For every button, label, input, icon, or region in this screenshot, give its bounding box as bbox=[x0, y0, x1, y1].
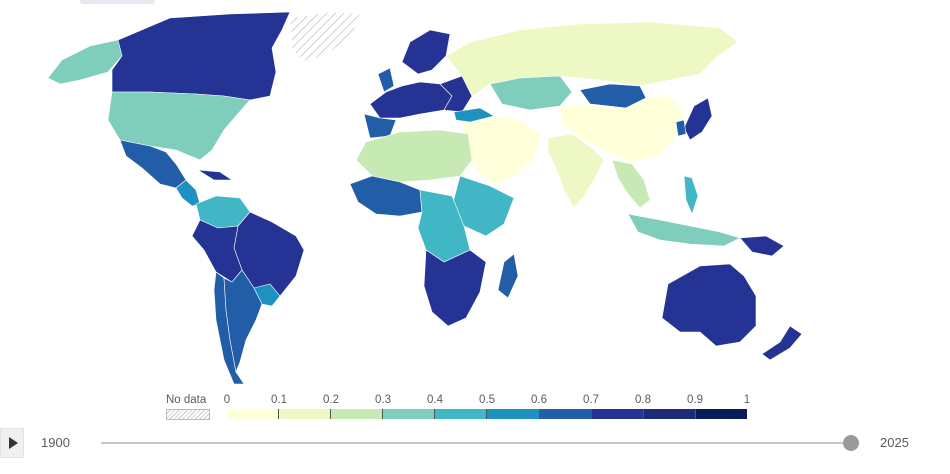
legend-bin[interactable] bbox=[487, 409, 540, 419]
top-tab[interactable] bbox=[80, 0, 155, 4]
country-madagascar[interactable] bbox=[497, 253, 519, 299]
legend-bin[interactable] bbox=[279, 409, 332, 419]
country-argentina[interactable] bbox=[223, 269, 263, 374]
scale-tick-label: 0.8 bbox=[635, 394, 651, 406]
country-china[interactable] bbox=[559, 95, 685, 163]
play-icon bbox=[9, 437, 18, 449]
country-southern-africa[interactable] bbox=[423, 249, 487, 327]
no-data-label: No data bbox=[166, 394, 207, 406]
scale-tick-label: 0.2 bbox=[323, 394, 339, 406]
scale-tick-label: 0.6 bbox=[531, 394, 547, 406]
country-uruguay-paraguay[interactable] bbox=[253, 283, 281, 307]
legend-bin[interactable] bbox=[695, 409, 747, 419]
country-greenland bbox=[289, 11, 361, 63]
country-new-zealand[interactable] bbox=[761, 325, 803, 361]
country-indonesia[interactable] bbox=[627, 213, 741, 247]
country-cuba[interactable] bbox=[197, 169, 233, 181]
legend-bin[interactable] bbox=[331, 409, 384, 419]
country-turkey[interactable] bbox=[453, 107, 495, 123]
timeline-slider-thumb[interactable] bbox=[843, 435, 859, 451]
country-russia[interactable] bbox=[445, 21, 739, 97]
color-scale bbox=[227, 409, 747, 419]
legend-bin[interactable] bbox=[435, 409, 488, 419]
legend-bin[interactable] bbox=[591, 409, 644, 419]
legend: No data 0 0.1 0.2 0.3 0.4 0.5 0.6 0.7 0.8 0.9 1 bbox=[0, 388, 950, 424]
timeline-start-year: 1900 bbox=[41, 435, 70, 450]
legend-bin[interactable] bbox=[227, 409, 280, 419]
country-iberia[interactable] bbox=[363, 113, 397, 139]
scale-tick-label: 0.3 bbox=[375, 394, 391, 406]
country-india[interactable] bbox=[547, 133, 605, 209]
scale-tick-label: 0.9 bbox=[687, 394, 703, 406]
country-uk-ireland[interactable] bbox=[377, 67, 395, 93]
country-middle-east[interactable] bbox=[461, 115, 541, 185]
timeline-slider-track[interactable] bbox=[101, 442, 851, 444]
no-data-swatch bbox=[166, 409, 210, 420]
timeline-end-year: 2025 bbox=[880, 435, 909, 450]
world-map bbox=[47, 11, 803, 385]
country-west-africa[interactable] bbox=[349, 175, 423, 217]
scale-tick-label: 0.1 bbox=[271, 394, 287, 406]
legend-bin[interactable] bbox=[539, 409, 592, 419]
country-korea[interactable] bbox=[675, 119, 687, 137]
country-papua-new-guinea[interactable] bbox=[739, 235, 785, 257]
country-japan[interactable] bbox=[683, 97, 713, 141]
country-scandinavia[interactable] bbox=[401, 29, 451, 75]
legend-bin[interactable] bbox=[383, 409, 436, 419]
scale-tick-label: 0.7 bbox=[583, 394, 599, 406]
play-button[interactable] bbox=[0, 428, 24, 458]
timeline-slider-fill bbox=[101, 442, 851, 444]
scale-tick-label: 0 bbox=[223, 394, 231, 406]
country-australia[interactable] bbox=[661, 263, 757, 347]
legend-bin[interactable] bbox=[643, 409, 696, 419]
scale-tick-label: 0.4 bbox=[427, 394, 443, 406]
country-canada[interactable] bbox=[111, 11, 291, 101]
scale-tick-label: 0.5 bbox=[479, 394, 495, 406]
country-philippines[interactable] bbox=[683, 175, 699, 215]
country-southeast-asia[interactable] bbox=[611, 159, 651, 209]
country-kazakhstan[interactable] bbox=[489, 75, 573, 111]
scale-tick-label: 1 bbox=[743, 394, 751, 406]
